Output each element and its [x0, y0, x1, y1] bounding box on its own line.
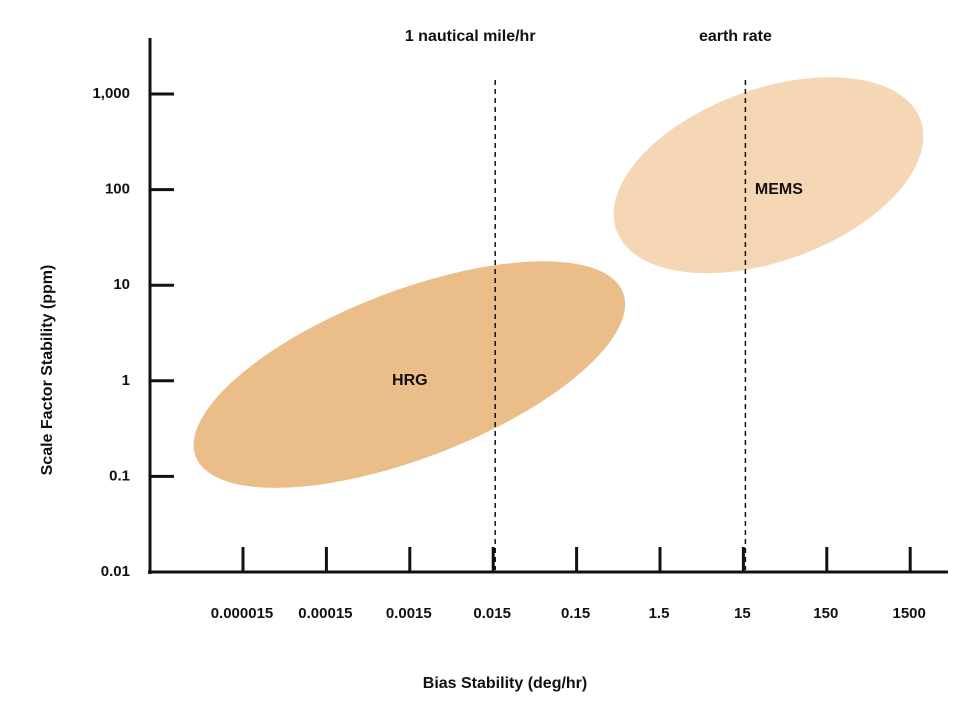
- region-mems: [613, 77, 924, 274]
- y-tick-label: 10: [113, 276, 130, 293]
- x-axis-title: Bias Stability (deg/hr): [423, 675, 587, 692]
- y-axis-title: Scale Factor Stability (ppm): [39, 265, 56, 476]
- x-tick-label: 0.000015: [211, 605, 274, 622]
- x-ticks-layer: 0.000015 0.00015 0.0015 0.015 0.15 1.5 15 150 15…: [211, 547, 926, 622]
- region-hrg: [193, 261, 626, 488]
- x-tick-label: 1.5: [649, 605, 670, 622]
- x-tick-label: 0.015: [473, 605, 511, 622]
- y-tick-label: 100: [105, 181, 130, 198]
- x-tick-label: 15: [734, 605, 751, 622]
- x-tick-label: 1500: [893, 605, 926, 622]
- region-label-mems: MEMS: [755, 181, 803, 198]
- regions-layer: [193, 77, 924, 488]
- annotations-layer: HRG MEMS 1 nautical mile/hr earth rate: [392, 28, 803, 389]
- region-label-hrg: HRG: [392, 372, 428, 389]
- y-ticks-layer: 0.01 0.1 1 10 100 1,000: [92, 85, 174, 580]
- y-tick-label: 1,000: [92, 85, 130, 102]
- reference-lines-layer: [494, 80, 747, 570]
- x-tick-label: 0.0015: [386, 605, 432, 622]
- x-tick-label: 0.00015: [298, 605, 352, 622]
- y-tick-label: 0.01: [101, 563, 130, 580]
- reference-line-label-2: earth rate: [699, 28, 772, 45]
- x-tick-label: 150: [813, 605, 838, 622]
- reference-line-label-1: 1 nautical mile/hr: [405, 28, 536, 45]
- x-tick-label: 0.15: [561, 605, 590, 622]
- y-tick-label: 1: [122, 372, 130, 389]
- y-tick-label: 0.1: [109, 467, 130, 484]
